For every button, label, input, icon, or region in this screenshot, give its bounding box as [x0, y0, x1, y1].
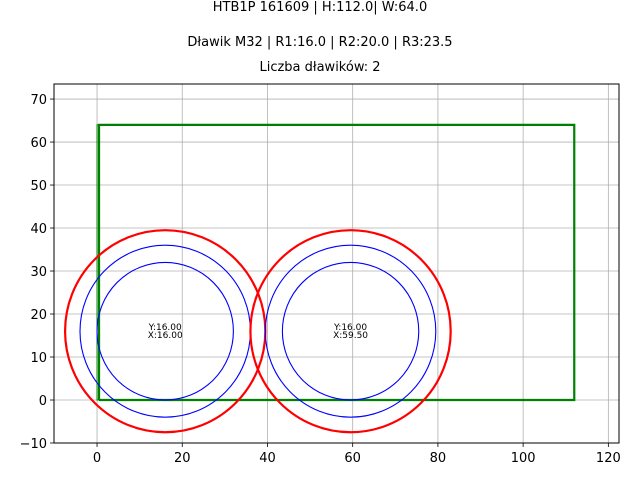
gland-label-y: Y:16.00: [333, 323, 367, 333]
x-tick-label: 60: [344, 451, 361, 466]
y-tick-label: 0: [39, 394, 47, 409]
gland-outer-circle: [249, 229, 452, 434]
y-tick-label: 20: [30, 308, 47, 323]
x-tick-label: 100: [511, 451, 536, 466]
axis-ticks: 0 20 40 60 80 100 120 −10 0 10 20 30 40 50 60 70: [20, 93, 621, 466]
gland-inner-circle: [96, 261, 234, 401]
y-tick-label: 40: [30, 222, 47, 237]
chart-title-line-2: Dławik M32 | R1:16.0 | R2:20.0 | R3:23.5: [187, 35, 453, 50]
x-tick-label: 0: [93, 451, 101, 466]
x-tick-label: 120: [596, 451, 621, 466]
enclosure-outline: [97, 123, 576, 402]
plot-shapes: Y:16.00X:16.00Y:16.00X:59.50: [63, 123, 576, 434]
x-tick-label: 80: [430, 451, 447, 466]
gland-label-y: Y:16.00: [148, 323, 182, 333]
chart-title-line-3: Liczba dławików: 2: [259, 60, 381, 75]
gland-label-x: X:16.00: [148, 331, 183, 341]
gland-inner-circle: [281, 261, 420, 401]
gland-label-x: X:59.50: [333, 331, 368, 341]
axes-frame: [53, 83, 620, 444]
gland-inner-circle: [264, 244, 437, 418]
y-tick-label: 10: [30, 351, 47, 366]
x-tick-label: 40: [259, 451, 276, 466]
x-tick-label: 20: [174, 451, 191, 466]
y-tick-label: 70: [30, 93, 47, 108]
y-tick-label: 60: [30, 136, 47, 151]
y-tick-label: 30: [30, 265, 47, 280]
chart-title-line-1: HTB1P 161609 | H:112.0| W:64.0: [212, 0, 428, 15]
y-tick-label: −10: [20, 437, 47, 452]
y-tick-label: 50: [30, 179, 47, 194]
